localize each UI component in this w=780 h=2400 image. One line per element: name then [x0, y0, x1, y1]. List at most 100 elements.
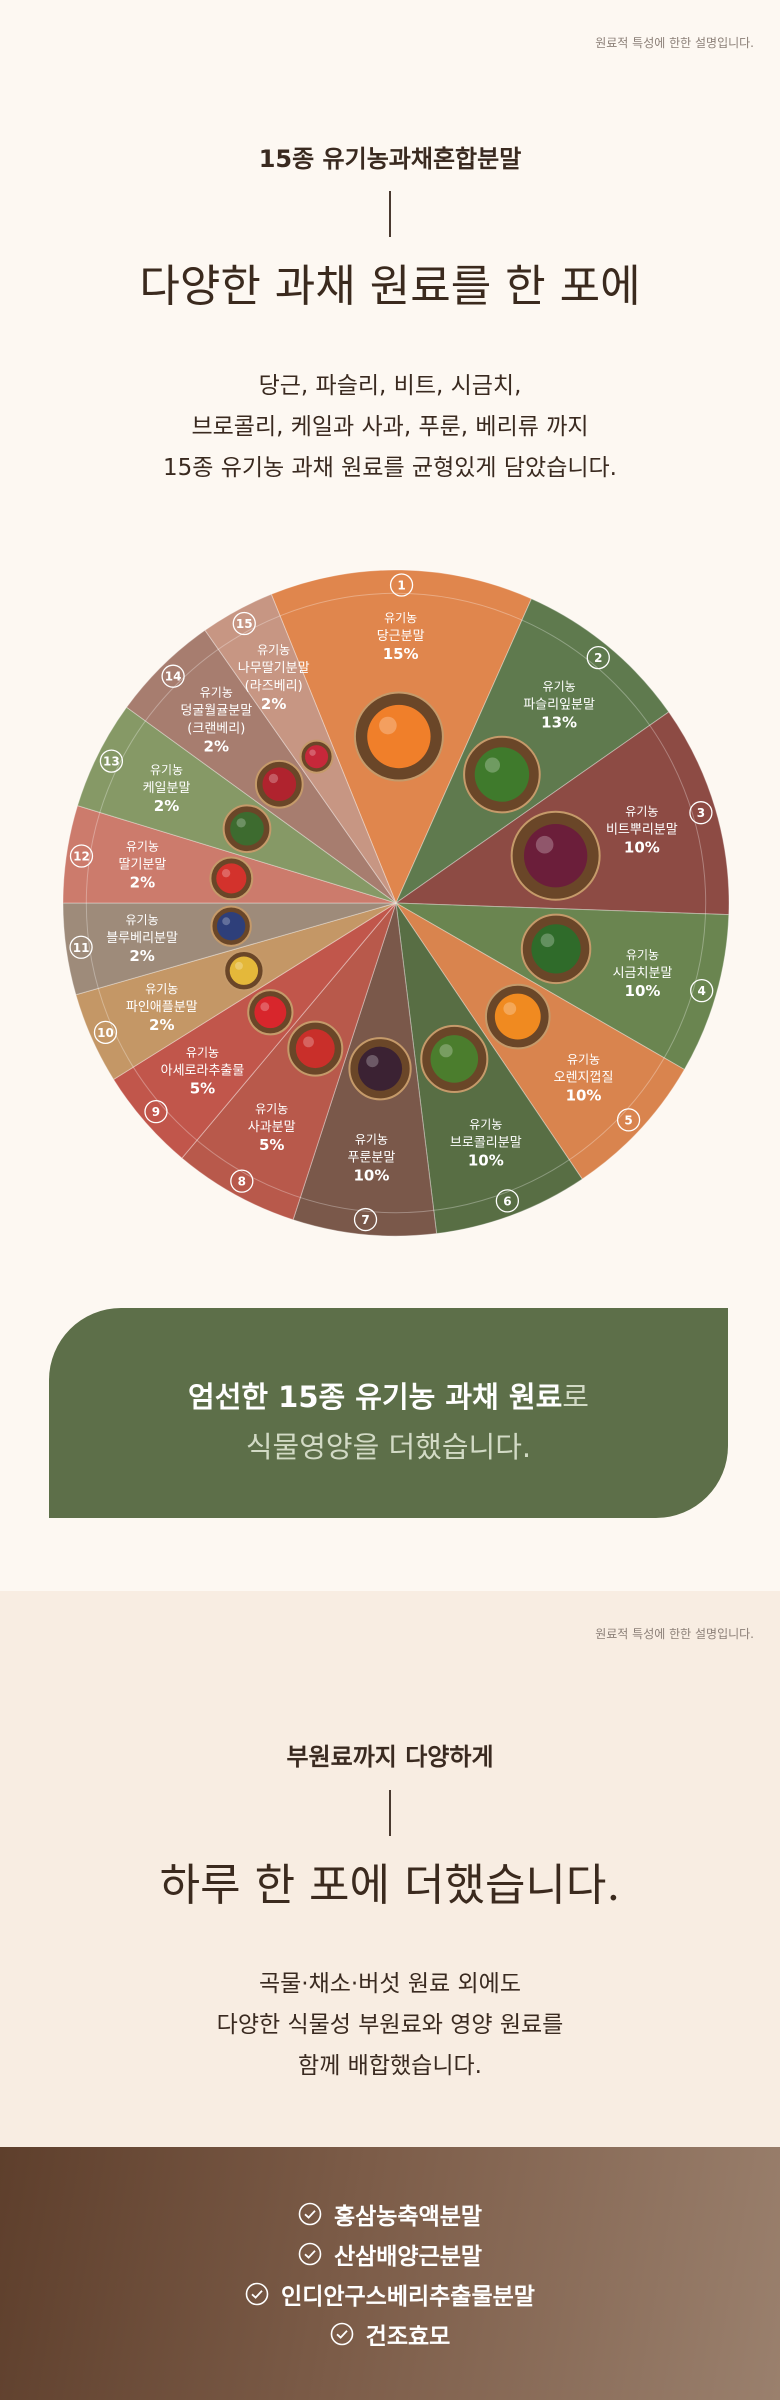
- ingredient-ratio: 2%: [149, 1016, 174, 1034]
- food-highlight: [535, 835, 554, 854]
- number-badge: [69, 844, 94, 868]
- food-fill: [531, 924, 581, 974]
- ingredient-name: 비트뿌리분말: [606, 823, 678, 838]
- description: 당근, 파슬리, 비트, 시금치, 브로콜리, 케일과 사과, 푸룬, 베리류 …: [0, 366, 780, 489]
- ingredient-ratio: 10%: [625, 982, 661, 1000]
- description-line: 브로콜리, 케일과 사과, 푸룬, 베리류 까지: [191, 414, 589, 440]
- description-line: 함께 배합했습니다.: [298, 2053, 482, 2079]
- notice: 원료적 특성에 한한 설명입니다.: [595, 36, 754, 50]
- number-label: 15: [236, 617, 253, 631]
- ingredient-ratio: 5%: [259, 1136, 284, 1154]
- sub-ingredient-name: 건조효모: [365, 2324, 451, 2350]
- ingredient-name: 덩굴월귤분말: [180, 704, 252, 719]
- food-highlight: [221, 868, 231, 878]
- ingredient-note: (라즈베리): [245, 679, 303, 694]
- subtitle: 15종 유기농과채혼합분말: [258, 145, 522, 173]
- number-badge: [389, 573, 414, 597]
- sub-ingredient: 건조효모: [0, 2317, 780, 2351]
- ingredient-prefix: 유기농: [257, 643, 290, 657]
- wheel-slice: [62, 902, 397, 996]
- title: 다양한 과채 원료를 한 포에: [139, 261, 641, 312]
- ingredient-name: 사과분말: [248, 1120, 296, 1135]
- food-fill: [230, 811, 264, 846]
- food-highlight: [235, 961, 243, 970]
- ingredient-name: 파인애플분말: [126, 1000, 198, 1015]
- ingredient-ratio: 2%: [130, 874, 155, 892]
- food-highlight: [503, 1002, 517, 1015]
- number-label: 5: [624, 1113, 632, 1127]
- banner-line: 식물영양을 더했습니다.: [245, 1430, 532, 1464]
- ingredient-name: 딸기분말: [118, 858, 166, 873]
- ingredient-ratio: 2%: [154, 797, 179, 815]
- food-highlight: [540, 933, 555, 948]
- ingredient-prefix: 유기농: [255, 1102, 288, 1116]
- number-badge: [230, 1169, 254, 1193]
- ingredient-name: 당근분말: [377, 629, 425, 644]
- description-line: 당근, 파슬리, 비트, 시금치,: [258, 373, 522, 399]
- number-badge: [144, 1099, 168, 1124]
- check-icon: [298, 2202, 322, 2226]
- number-badge: [495, 1189, 520, 1213]
- divider: [389, 191, 391, 237]
- divider: [389, 1790, 391, 1836]
- food-highlight: [303, 1036, 314, 1048]
- wheel-slice: [395, 902, 730, 1071]
- ingredient-prefix: 유기농: [145, 982, 178, 996]
- ingredient-prefix: 유기농: [567, 1052, 600, 1066]
- ingredient-prefix: 유기농: [126, 913, 159, 927]
- sub-ingredient-name: 산삼배양근분말: [333, 2244, 483, 2270]
- wheel-slice: [62, 805, 397, 904]
- title: 하루 한 포에 더했습니다.: [159, 1860, 621, 1911]
- number-badge: [161, 664, 185, 688]
- ingredient-name: 나무딸기분말: [238, 661, 310, 676]
- ingredient-name: 시금치분말: [613, 966, 673, 981]
- wheel-ring: [85, 592, 707, 1214]
- ingredient-prefix: 유기농: [186, 1046, 219, 1060]
- number-label: 13: [103, 755, 120, 769]
- food-highlight: [379, 716, 397, 735]
- food-fill: [357, 1046, 403, 1091]
- food-fill: [229, 956, 259, 985]
- ingredient-prefix: 유기농: [543, 680, 576, 694]
- food-highlight: [439, 1044, 453, 1058]
- number-badge: [690, 979, 714, 1003]
- number-badge: [93, 1020, 118, 1044]
- notice: 원료적 특성에 한한 설명입니다.: [595, 1627, 754, 1641]
- food-fill: [523, 824, 588, 888]
- banner-highlight: 엄선한 15종 유기농 과채 원료: [188, 1380, 563, 1414]
- number-label: 12: [73, 849, 90, 863]
- ingredient-prefix: 유기농: [625, 805, 658, 819]
- sub-ingredient: 인디안구스베리추출물분말: [0, 2277, 780, 2311]
- food-fill: [262, 767, 297, 802]
- ingredient-ratio: 10%: [468, 1152, 504, 1170]
- banner-suffix: 로: [562, 1380, 589, 1414]
- food-fill: [216, 911, 246, 941]
- wheel-slice: [395, 902, 583, 1235]
- number-badge: [689, 801, 713, 825]
- ingredient-ratio: 10%: [353, 1167, 389, 1185]
- sub-ingredient: 산삼배양근분말: [0, 2237, 780, 2271]
- sub-ingredient: 홍삼농축액분말: [0, 2197, 780, 2231]
- number-label: 10: [97, 1026, 114, 1040]
- ingredient-prefix: 유기농: [150, 763, 183, 777]
- banner-line: 엄선한 15종 유기농 과채 원료로: [49, 1374, 728, 1416]
- description-line: 15종 유기농 과채 원료를 균형있게 담았습니다.: [162, 455, 617, 481]
- sub-ingredient-name: 홍삼농축액분말: [333, 2204, 483, 2230]
- food-highlight: [260, 1002, 270, 1012]
- ingredient-name: 오렌지껍질: [554, 1070, 614, 1085]
- food-highlight: [484, 757, 501, 773]
- number-badge: [616, 1108, 641, 1132]
- ingredient-prefix: 유기농: [126, 840, 159, 854]
- ingredient-name: 푸룬분말: [348, 1151, 396, 1166]
- food-highlight: [236, 818, 246, 828]
- number-badge: [353, 1207, 378, 1232]
- wheel-slice: [125, 629, 397, 904]
- food-fill: [494, 993, 541, 1040]
- number-label: 3: [697, 806, 705, 820]
- number-label: 7: [361, 1213, 369, 1227]
- ingredient-note: (크랜베리): [187, 722, 245, 737]
- number-label: 6: [503, 1194, 511, 1208]
- ingredient-ratio: 2%: [129, 947, 154, 965]
